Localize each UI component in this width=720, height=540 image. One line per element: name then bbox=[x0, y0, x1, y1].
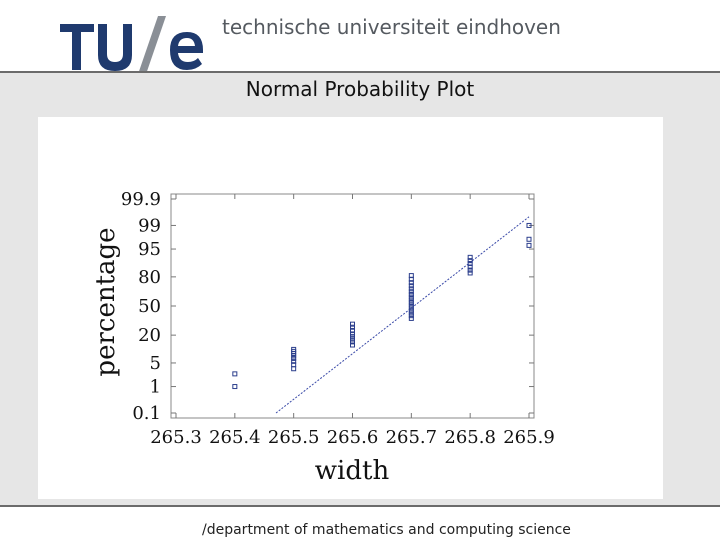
y-tick-label: 1 bbox=[150, 377, 161, 398]
y-tick-label: 99 bbox=[138, 215, 161, 236]
y-axis-label: percentage bbox=[91, 227, 121, 376]
data-point bbox=[291, 366, 297, 372]
plot-panel: 265.3 265.4 265.5 265.6 265.7 265.8 265.9 0.1 1… bbox=[38, 117, 663, 499]
data-point bbox=[467, 258, 473, 264]
data-point bbox=[467, 267, 473, 273]
x-tick-label: 265.7 bbox=[386, 427, 438, 448]
y-tick-label: 50 bbox=[138, 296, 161, 317]
data-point bbox=[526, 222, 532, 228]
y-tick-label: 80 bbox=[138, 267, 161, 288]
data-point bbox=[350, 331, 355, 337]
x-tick-label: 265.6 bbox=[327, 427, 379, 448]
data-point bbox=[408, 286, 414, 292]
data-point bbox=[291, 362, 297, 368]
data-point bbox=[467, 261, 473, 267]
x-tick-label: 265.3 bbox=[150, 427, 202, 448]
data-point bbox=[408, 289, 414, 295]
data-point bbox=[350, 339, 355, 345]
data-point bbox=[350, 321, 355, 327]
data-point bbox=[350, 327, 355, 333]
data-point bbox=[408, 300, 414, 306]
slide-title: Normal Probability Plot bbox=[245, 77, 475, 101]
data-point bbox=[408, 305, 414, 311]
header: technische universiteit eindhoven bbox=[0, 0, 720, 80]
y-tick-group: 0.1 1 5 20 50 80 95 99 99.9 bbox=[121, 189, 534, 424]
header-divider bbox=[0, 71, 720, 73]
data-point bbox=[291, 346, 297, 352]
data-point bbox=[350, 342, 355, 348]
data-point bbox=[232, 384, 238, 390]
data-points bbox=[232, 222, 532, 390]
university-name: technische universiteit eindhoven bbox=[222, 15, 561, 39]
data-point bbox=[526, 236, 532, 242]
data-point bbox=[408, 280, 414, 286]
data-point bbox=[408, 283, 414, 289]
fit-line-group bbox=[275, 216, 530, 414]
data-point bbox=[291, 358, 297, 364]
y-tick-label: 5 bbox=[150, 353, 161, 374]
data-point bbox=[408, 302, 414, 308]
data-point bbox=[408, 292, 414, 298]
x-tick-label: 265.4 bbox=[209, 427, 261, 448]
y-tick-label: 20 bbox=[138, 325, 161, 346]
data-point bbox=[291, 355, 297, 361]
data-point bbox=[408, 273, 414, 279]
data-point bbox=[467, 254, 473, 260]
x-tick-label: 265.5 bbox=[268, 427, 320, 448]
data-point bbox=[408, 313, 414, 319]
x-axis-label: width bbox=[315, 456, 390, 486]
y-tick-label: 99.9 bbox=[121, 189, 161, 210]
y-tick-label: 95 bbox=[138, 239, 161, 260]
data-point bbox=[408, 297, 414, 303]
data-point bbox=[408, 307, 414, 313]
tue-logo bbox=[58, 12, 208, 82]
normal-probability-chart: 265.3 265.4 265.5 265.6 265.7 265.8 265.9 0.1 1… bbox=[91, 189, 555, 486]
plot-frame bbox=[170, 193, 535, 419]
data-point bbox=[350, 324, 355, 330]
fit-line bbox=[275, 216, 530, 414]
y-tick-label: 0.1 bbox=[132, 403, 161, 424]
data-point bbox=[526, 242, 532, 248]
data-point bbox=[467, 270, 473, 276]
tue-logo-mark bbox=[60, 16, 203, 80]
data-point bbox=[408, 294, 414, 300]
x-tick-group: 265.3 265.4 265.5 265.6 265.7 265.8 265.9 bbox=[150, 194, 555, 448]
x-tick-label: 265.8 bbox=[444, 427, 496, 448]
data-point bbox=[408, 315, 414, 321]
data-point bbox=[408, 310, 414, 316]
data-point bbox=[350, 336, 355, 342]
x-tick-label: 265.9 bbox=[503, 427, 555, 448]
data-point bbox=[232, 371, 238, 377]
data-point bbox=[467, 264, 473, 270]
footer-divider bbox=[0, 505, 720, 507]
footer-department: /department of mathematics and computing… bbox=[202, 522, 571, 538]
